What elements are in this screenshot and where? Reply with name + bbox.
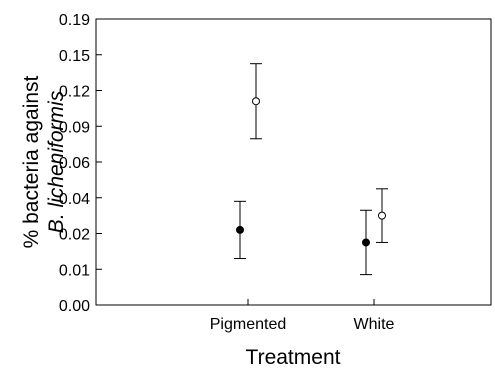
y-tick-label: 0.00	[59, 298, 90, 315]
y-axis-title-line2: B. licheniformis	[45, 90, 68, 233]
open-point	[378, 211, 386, 220]
y-axis-title: % bacteria against B. licheniformis	[20, 75, 68, 248]
y-tick-label: 0.01	[59, 262, 90, 279]
x-axis-title: Treatment	[246, 346, 341, 369]
y-axis-ticks: 0.00 0.01 0.02 0.04 0.06 0.09 0.12 0.15 0.19	[59, 12, 102, 315]
x-axis-ticks: Pigmented White	[210, 299, 395, 333]
plot-frame	[95, 18, 492, 306]
x-tick-label: Pigmented	[210, 316, 287, 333]
y-tick-label: 0.19	[59, 12, 90, 29]
data-marks	[234, 63, 388, 276]
y-tick-label: 0.02	[59, 227, 90, 244]
y-tick-label: 0.15	[59, 48, 90, 65]
open-point	[252, 97, 260, 106]
y-tick-label: 0.04	[59, 191, 90, 208]
x-tick-label: White	[354, 316, 395, 333]
y-tick-label: 0.09	[59, 119, 90, 136]
y-tick-label: 0.12	[59, 84, 90, 101]
filled-point	[362, 238, 370, 247]
filled-point	[236, 225, 244, 234]
y-tick-label: 0.06	[59, 155, 90, 172]
y-axis-title-line1: % bacteria against	[20, 75, 43, 248]
